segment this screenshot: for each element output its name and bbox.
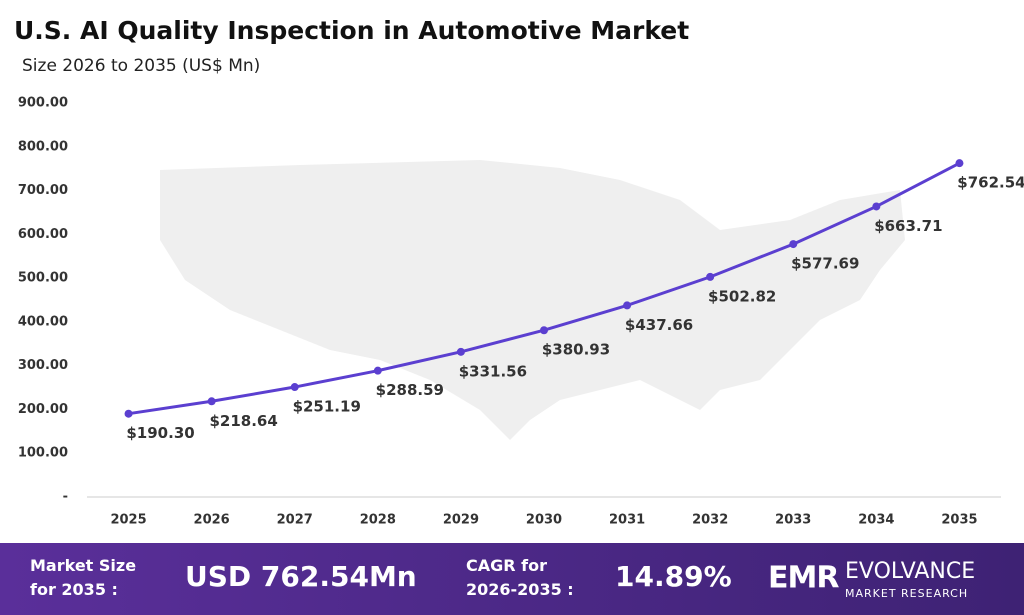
point [373,366,382,375]
logo: EMR [768,561,839,596]
x-tick-label: 2026 [194,513,230,528]
cagr-value: 14.89% [615,560,732,593]
brand-sub: MARKET RESEARCH [845,587,968,600]
x-tick-label: 2025 [110,513,146,528]
point [872,202,881,211]
x-tick-label: 2033 [775,513,811,528]
footer-band [0,543,1024,615]
market-size-label: Market Size for 2035 : [30,556,136,599]
x-tick-label: 2030 [526,513,562,528]
y-tick-label: 500.00 [18,271,68,286]
point [789,240,798,249]
x-tick-label: 2032 [692,513,728,528]
value-label: $251.19 [293,398,361,416]
y-tick-label: 100.00 [18,446,68,461]
point [955,159,964,168]
y-tick-label: 800.00 [18,139,68,154]
y-tick-label: 700.00 [18,183,68,198]
x-tick-label: 2031 [609,513,645,528]
value-label: $380.93 [542,341,610,359]
x-tick-label: 2027 [277,513,313,528]
x-tick-label: 2034 [858,513,894,528]
map-background [160,160,905,440]
y-tick-label: 600.00 [18,227,68,242]
value-label: $288.59 [376,381,444,399]
point [540,326,548,335]
point [456,347,465,356]
y-tick-label: - [63,490,68,505]
y-tick-label: 300.00 [18,358,68,373]
cagr-label: CAGR for 2026-2035 : [466,556,574,599]
chart-title: U.S. AI Quality Inspection in Automotive… [14,16,689,45]
point [706,272,715,281]
point [623,301,632,310]
point [290,383,299,392]
y-tick-label: 400.00 [18,314,68,329]
chart-subtitle: Size 2026 to 2035 (US$ Mn) [22,56,260,76]
value-label: $190.30 [126,424,194,442]
value-label: $437.66 [625,316,693,334]
x-tick-label: 2035 [941,513,977,528]
y-tick-label: 900.00 [18,96,68,111]
value-label: $502.82 [708,287,776,305]
value-label: $577.69 [791,255,859,273]
brand: EVOLVANCE [845,559,975,584]
x-tick-label: 2028 [360,513,396,528]
value-label: $331.56 [459,362,527,380]
point [207,397,216,406]
value-label: $762.54 [957,174,1024,192]
value-label: $663.71 [874,217,942,235]
point [124,409,133,418]
y-tick-label: 200.00 [18,402,68,417]
value-label: $218.64 [209,412,277,430]
market-size-value: USD 762.54Mn [185,560,417,593]
x-tick-label: 2029 [443,513,479,528]
